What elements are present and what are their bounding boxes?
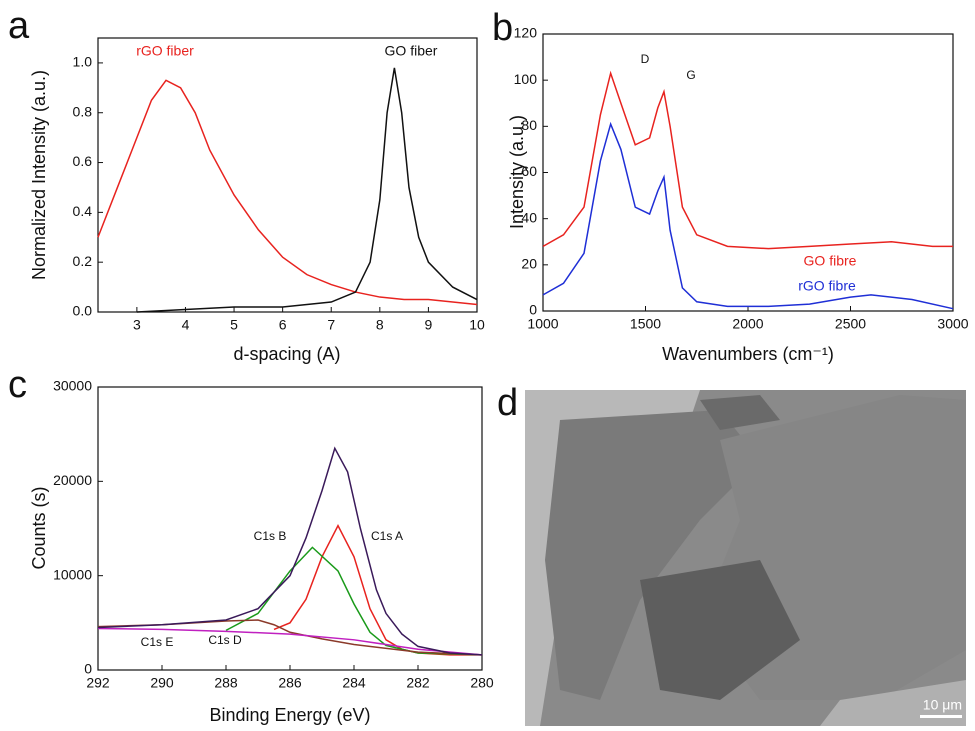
x-axis-label: d-spacing (A) [233, 344, 340, 364]
scale-bar-label: 10 μm [923, 697, 962, 713]
x-axis-label: Binding Energy (eV) [209, 705, 370, 725]
x-tick-label: 3 [133, 317, 141, 333]
x-tick-label: 284 [342, 675, 366, 691]
annotation: D [641, 52, 650, 66]
x-tick-label: 8 [376, 317, 384, 333]
series-label: C1s A [371, 529, 403, 543]
x-tick-label: 9 [425, 317, 433, 333]
series-label: C1s E [141, 635, 174, 649]
data-line [98, 448, 482, 655]
plot-frame [98, 38, 477, 312]
y-tick-label: 0 [529, 302, 537, 318]
x-tick-label: 5 [230, 317, 238, 333]
x-tick-label: 2000 [732, 316, 763, 332]
data-line [98, 80, 477, 304]
x-tick-label: 2500 [835, 316, 866, 332]
plot-frame [98, 387, 482, 670]
y-tick-label: 0 [84, 661, 92, 677]
y-tick-label: 100 [514, 71, 538, 87]
x-axis-label: Wavenumbers (cm⁻¹) [662, 344, 834, 364]
annotation: G [686, 68, 695, 82]
series-label: GO fiber [385, 43, 438, 59]
y-tick-label: 1.0 [73, 54, 93, 70]
series-label: GO fibre [804, 253, 857, 269]
panel-label: a [8, 5, 30, 47]
x-tick-label: 1500 [630, 316, 661, 332]
x-tick-label: 286 [278, 675, 302, 691]
x-tick-label: 288 [214, 675, 238, 691]
series-label: rGO fiber [136, 43, 194, 59]
panel-label: d [497, 382, 518, 424]
data-line [543, 73, 953, 248]
y-tick-label: 0.8 [73, 103, 93, 119]
plot-frame [543, 34, 953, 311]
x-tick-label: 282 [406, 675, 430, 691]
series-label: rGO fibre [798, 278, 856, 294]
x-tick-label: 6 [279, 317, 287, 333]
y-tick-label: 0.4 [73, 203, 93, 219]
x-tick-label: 4 [182, 317, 190, 333]
y-tick-label: 20 [521, 256, 537, 272]
y-axis-label: Normalized Intensity (a.u.) [29, 70, 49, 280]
y-axis-label: Counts (s) [29, 486, 49, 569]
y-tick-label: 0.6 [73, 153, 93, 169]
x-tick-label: 292 [86, 675, 110, 691]
scale-bar [920, 715, 962, 718]
y-tick-label: 20000 [53, 472, 92, 488]
x-tick-label: 3000 [937, 316, 968, 332]
data-line [543, 124, 953, 309]
x-tick-label: 280 [470, 675, 494, 691]
figure: 10 μm d 3 4 5 6 7 8 9 10 0.0 0.2 0.4 0.6 0.8 1.0 rGO f… [0, 0, 975, 726]
series-label: C1s B [254, 529, 287, 543]
y-axis-label: Intensity (a.u.) [507, 115, 527, 229]
x-tick-label: 10 [469, 317, 485, 333]
x-tick-label: 7 [327, 317, 335, 333]
sem-image: 10 μm [525, 390, 966, 726]
x-tick-label: 290 [150, 675, 174, 691]
y-tick-label: 120 [514, 25, 538, 41]
x-tick-label: 1000 [527, 316, 558, 332]
y-tick-label: 0.2 [73, 253, 93, 269]
panel-label: c [8, 364, 27, 406]
series-label: C1s D [208, 633, 242, 647]
y-tick-label: 0.0 [73, 303, 93, 319]
y-tick-label: 10000 [53, 566, 92, 582]
panel-label: b [492, 7, 513, 49]
y-tick-label: 30000 [53, 378, 92, 394]
